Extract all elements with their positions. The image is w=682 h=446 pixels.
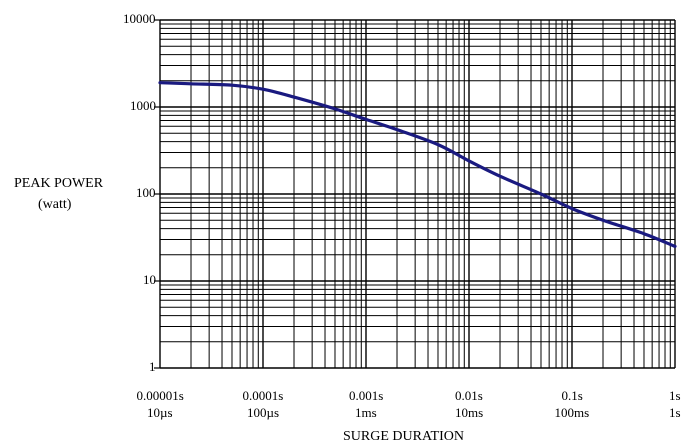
x-tick-label: 0.1s bbox=[561, 388, 583, 403]
x-tick-sublabel: 1s bbox=[669, 405, 681, 420]
y-tick-label: 1000 bbox=[130, 98, 156, 113]
x-tick-label: 0.00001s bbox=[136, 388, 184, 403]
x-axis-title: SURGE DURATION bbox=[343, 429, 464, 444]
x-tick-sublabel: 10ms bbox=[455, 405, 484, 420]
series-line-0 bbox=[158, 81, 677, 248]
x-tick-sublabel: 100ms bbox=[554, 405, 590, 420]
y-tick-label: 10 bbox=[143, 272, 156, 287]
y-tick-label: 10000 bbox=[123, 11, 156, 26]
x-tick-label: 0.01s bbox=[455, 388, 483, 403]
x-tick-sublabel: 100µs bbox=[247, 405, 280, 420]
x-tick-label: 0.001s bbox=[349, 388, 384, 403]
y-tick-label: 1 bbox=[149, 359, 156, 374]
grid bbox=[154, 19, 676, 369]
x-tick-sublabel: 10µs bbox=[147, 405, 173, 420]
series-layer bbox=[158, 81, 677, 248]
x-tick-sublabel: 1ms bbox=[355, 405, 377, 420]
x-tick-label: 0.0001s bbox=[242, 388, 284, 403]
y-axis-title-line-2: (watt) bbox=[38, 197, 72, 212]
y-tick-label: 100 bbox=[136, 185, 156, 200]
x-tick-label: 1s bbox=[669, 388, 681, 403]
y-axis-title-line-1: PEAK POWER bbox=[14, 176, 104, 191]
